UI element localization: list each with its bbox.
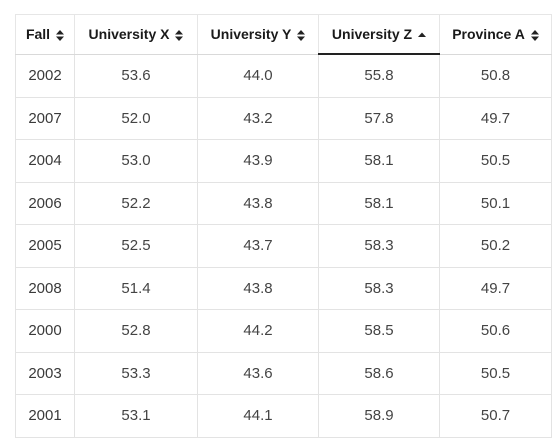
table-row: 2003 53.3 43.6 58.6 50.5 xyxy=(15,351,552,395)
cell-university-x: 53.1 xyxy=(74,394,198,438)
cell-fall: 2004 xyxy=(15,139,75,183)
cell-university-z: 55.8 xyxy=(318,53,440,98)
cell-university-z: 58.6 xyxy=(318,351,440,395)
sort-both-icon xyxy=(297,30,306,42)
cell-province-a: 50.7 xyxy=(439,394,552,438)
cell-province-a: 50.2 xyxy=(439,224,552,268)
cell-university-y: 43.7 xyxy=(197,224,319,268)
column-header-fall[interactable]: Fall xyxy=(15,14,75,55)
cell-province-a: 50.8 xyxy=(439,53,552,98)
cell-university-x: 52.8 xyxy=(74,309,198,353)
cell-university-x: 53.0 xyxy=(74,139,198,183)
cell-fall: 2007 xyxy=(15,96,75,140)
column-header-label: University Z xyxy=(331,26,413,42)
cell-university-z: 58.3 xyxy=(318,266,440,310)
cell-fall: 2003 xyxy=(15,351,75,395)
cell-university-z: 58.5 xyxy=(318,309,440,353)
cell-province-a: 49.7 xyxy=(439,96,552,140)
cell-fall: 2002 xyxy=(15,53,75,98)
column-header-label: University X xyxy=(88,26,170,43)
table-row: 2005 52.5 43.7 58.3 50.2 xyxy=(15,224,552,268)
cell-fall: 2001 xyxy=(15,394,75,438)
cell-university-x: 51.4 xyxy=(74,266,198,310)
cell-university-x: 53.3 xyxy=(74,351,198,395)
cell-province-a: 50.1 xyxy=(439,181,552,225)
data-table: Fall University X University Y Universit… xyxy=(15,14,552,438)
cell-university-y: 43.6 xyxy=(197,351,319,395)
column-header-university-x[interactable]: University X xyxy=(74,14,198,55)
sort-both-icon xyxy=(56,30,65,42)
table-row: 2008 51.4 43.8 58.3 49.7 xyxy=(15,266,552,310)
sort-both-icon xyxy=(175,30,184,42)
column-header-label: Fall xyxy=(25,26,51,43)
header-row: Fall University X University Y Universit… xyxy=(15,14,552,55)
data-table-container: Fall University X University Y Universit… xyxy=(15,14,552,438)
cell-university-y: 43.8 xyxy=(197,181,319,225)
cell-province-a: 49.7 xyxy=(439,266,552,310)
column-header-label: University Y xyxy=(210,26,292,43)
column-header-label: Province A xyxy=(452,26,525,43)
table-row: 2001 53.1 44.1 58.9 50.7 xyxy=(15,394,552,438)
cell-fall: 2006 xyxy=(15,181,75,225)
column-header-province-a[interactable]: Province A xyxy=(439,14,552,55)
cell-fall: 2005 xyxy=(15,224,75,268)
cell-university-z: 58.3 xyxy=(318,224,440,268)
cell-province-a: 50.6 xyxy=(439,309,552,353)
cell-province-a: 50.5 xyxy=(439,351,552,395)
cell-fall: 2000 xyxy=(15,309,75,353)
cell-university-x: 52.0 xyxy=(74,96,198,140)
cell-university-y: 43.2 xyxy=(197,96,319,140)
cell-university-z: 58.1 xyxy=(318,139,440,183)
cell-university-x: 53.6 xyxy=(74,53,198,98)
table-row: 2007 52.0 43.2 57.8 49.7 xyxy=(15,96,552,140)
table-row: 2000 52.8 44.2 58.5 50.6 xyxy=(15,309,552,353)
column-header-university-z[interactable]: University Z xyxy=(318,14,440,55)
cell-province-a: 50.5 xyxy=(439,139,552,183)
cell-university-z: 57.8 xyxy=(318,96,440,140)
column-header-university-y[interactable]: University Y xyxy=(197,14,319,55)
cell-university-y: 44.0 xyxy=(197,53,319,98)
cell-fall: 2008 xyxy=(15,266,75,310)
table-body: 2002 53.6 44.0 55.8 50.8 2007 52.0 43.2 … xyxy=(15,53,552,438)
cell-university-y: 44.2 xyxy=(197,309,319,353)
table-row: 2002 53.6 44.0 55.8 50.8 xyxy=(15,53,552,98)
table-row: 2006 52.2 43.8 58.1 50.1 xyxy=(15,181,552,225)
sort-both-icon xyxy=(530,30,539,42)
cell-university-z: 58.9 xyxy=(318,394,440,438)
cell-university-y: 43.9 xyxy=(197,139,319,183)
table-header: Fall University X University Y Universit… xyxy=(15,14,552,55)
cell-university-y: 44.1 xyxy=(197,394,319,438)
cell-university-y: 43.8 xyxy=(197,266,319,310)
cell-university-z: 58.1 xyxy=(318,181,440,225)
cell-university-x: 52.5 xyxy=(74,224,198,268)
cell-university-x: 52.2 xyxy=(74,181,198,225)
table-row: 2004 53.0 43.9 58.1 50.5 xyxy=(15,139,552,183)
sort-asc-icon xyxy=(418,30,427,41)
